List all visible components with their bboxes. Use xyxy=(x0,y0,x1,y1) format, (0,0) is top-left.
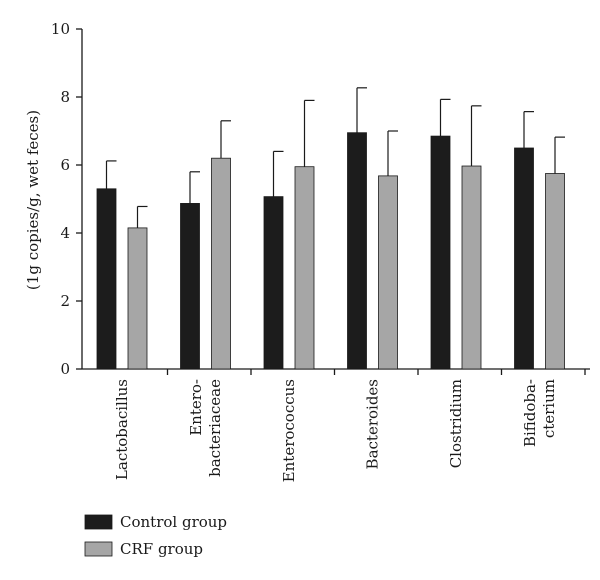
y-tick-label: 0 xyxy=(60,360,70,378)
y-tick-label: 8 xyxy=(60,88,70,106)
legend-swatch xyxy=(84,514,113,530)
legend-label: Control group xyxy=(120,513,227,531)
legend-label: CRF group xyxy=(120,540,203,558)
bar xyxy=(514,147,534,370)
bar xyxy=(211,157,231,370)
x-axis xyxy=(82,368,590,375)
error-bars-layer xyxy=(105,87,565,228)
bar xyxy=(461,165,482,370)
bar xyxy=(347,132,367,370)
x-tick-label: bacteriaceae xyxy=(206,379,224,477)
x-tick-label: Bifidoba- xyxy=(521,379,539,447)
y-tick-label: 6 xyxy=(60,156,70,174)
bar xyxy=(430,135,451,370)
x-tick-label: Bacteroides xyxy=(364,379,382,469)
legend: Control group CRF group xyxy=(84,513,227,558)
x-tick-label: Enterococcus xyxy=(280,379,298,482)
bars-layer xyxy=(96,132,565,370)
y-axis-title: (1g copies/g, wet feces) xyxy=(24,110,42,290)
x-tick-label: Clostridium xyxy=(447,379,465,468)
bar xyxy=(294,166,315,370)
y-tick-label: 10 xyxy=(51,20,70,38)
y-axis: 0 2 4 6 8 10 xyxy=(51,20,83,378)
legend-swatch xyxy=(84,541,113,557)
x-tick-labels: Lactobacillus Entero-bacteriaceae Enteroco… xyxy=(113,379,558,482)
bar xyxy=(96,188,117,370)
bar xyxy=(127,227,148,370)
y-tick-label: 2 xyxy=(60,292,70,310)
bar xyxy=(263,196,284,370)
x-tick-label: Lactobacillus xyxy=(113,379,131,480)
x-tick-label: cterium xyxy=(540,379,558,438)
x-tick-label: Entero- xyxy=(187,379,205,436)
bar xyxy=(378,175,398,370)
y-tick-label: 4 xyxy=(60,224,70,242)
bar xyxy=(180,203,200,370)
bar xyxy=(545,173,565,370)
